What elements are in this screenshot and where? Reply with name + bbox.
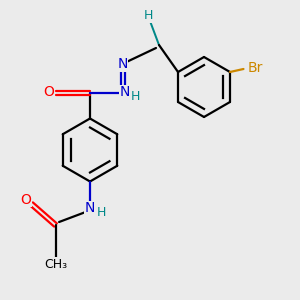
Text: H: H — [144, 9, 153, 22]
Text: CH₃: CH₃ — [44, 257, 68, 271]
Text: Br: Br — [247, 61, 262, 75]
Text: O: O — [20, 193, 31, 206]
Text: O: O — [44, 85, 54, 99]
Text: N: N — [84, 202, 94, 215]
Text: H: H — [97, 206, 106, 219]
Text: N: N — [117, 57, 128, 71]
Text: N: N — [119, 85, 130, 99]
Text: H: H — [131, 90, 140, 103]
